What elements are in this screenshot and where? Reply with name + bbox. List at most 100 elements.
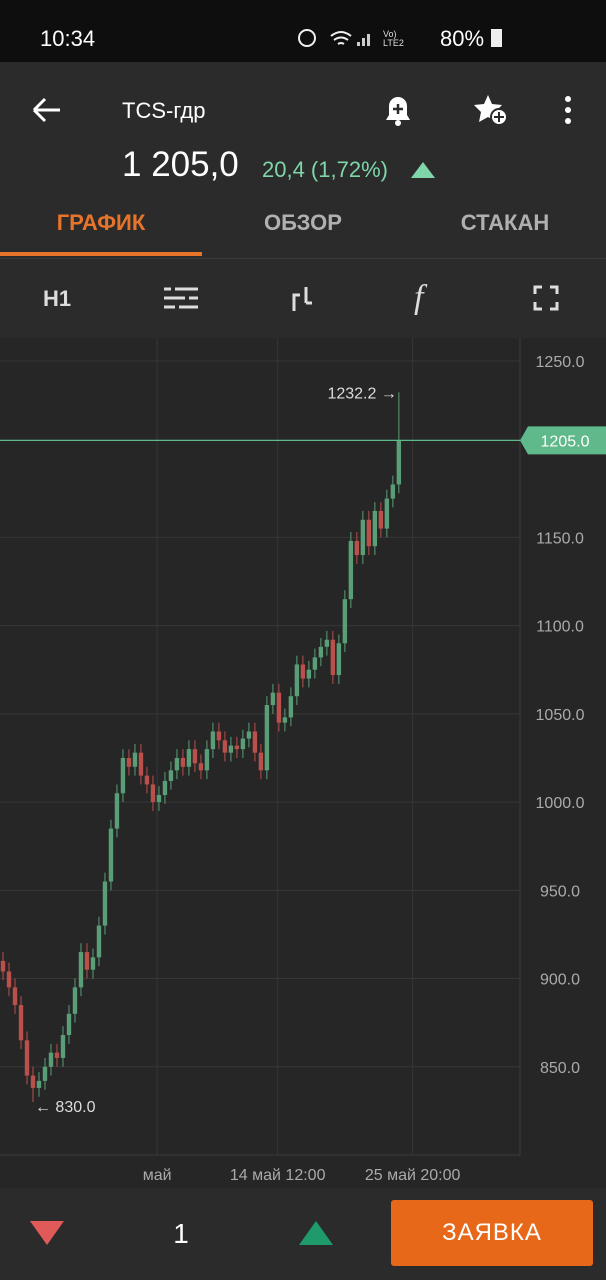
candle-body	[204, 749, 210, 771]
candle-body	[354, 540, 360, 556]
candle-body	[348, 540, 354, 600]
candle-body	[36, 1080, 42, 1088]
candle-body	[54, 1052, 60, 1058]
x-tick-label: май	[143, 1167, 172, 1184]
tab-indicator	[0, 252, 202, 256]
candle-body	[282, 717, 288, 723]
candle-body	[252, 731, 258, 753]
candle-body	[288, 696, 294, 718]
candle-body	[84, 952, 90, 970]
last-price-tag	[520, 426, 606, 455]
candle-body	[240, 738, 246, 750]
toolbar: H1 f	[0, 258, 606, 339]
candle-body	[360, 519, 366, 556]
network: Vo) LTE2	[383, 29, 404, 48]
candle-body	[42, 1066, 48, 1081]
candle-body	[66, 1013, 72, 1036]
candle-body	[108, 828, 114, 882]
candle-body	[318, 646, 324, 658]
menu-button[interactable]	[560, 94, 576, 128]
status-icons	[298, 29, 370, 47]
candle-body	[6, 971, 12, 988]
candle-body	[312, 657, 318, 670]
candle-body	[114, 793, 120, 829]
tab[interactable]: СТАКАН	[460, 210, 550, 235]
candle-body	[198, 763, 204, 771]
candle-body	[24, 1040, 30, 1076]
settings-button[interactable]	[163, 283, 199, 313]
ticker-title: TCS-гдр	[122, 98, 206, 123]
candle-body	[96, 925, 102, 958]
chart-type-button[interactable]	[290, 283, 316, 313]
y-tick-label: 1150.0	[536, 530, 584, 547]
battery-icon	[491, 29, 502, 47]
candle-body	[300, 664, 306, 679]
x-tick-label: 14 май 12:00	[230, 1167, 326, 1184]
tab[interactable]: ГРАФИК	[56, 210, 146, 235]
chart-background	[0, 338, 606, 1190]
candle-body	[390, 484, 396, 499]
candle-body	[156, 795, 162, 803]
alert-button[interactable]	[380, 92, 416, 128]
candle-body	[138, 752, 144, 776]
y-tick-label: 850.0	[540, 1060, 580, 1077]
fullscreen-button[interactable]	[533, 285, 559, 311]
candle-body	[270, 692, 276, 706]
status-bar: 10:34 Vo) LTE2 80%	[0, 0, 606, 62]
candle-body	[294, 664, 300, 697]
candle-body	[246, 731, 252, 739]
y-tick-label: 900.0	[540, 972, 580, 989]
candle-body	[330, 639, 336, 676]
candle-body	[150, 784, 156, 803]
quantity[interactable]: 1	[173, 1218, 189, 1249]
candle-body	[342, 599, 348, 644]
candle-body	[102, 881, 108, 926]
candle-body	[324, 639, 330, 647]
candle-body	[228, 745, 234, 753]
candle-body	[18, 1005, 24, 1041]
candle-body	[186, 749, 192, 767]
chart: 850.0 900.0 950.0 1000.0 1050.0 1100.0 1150.0 1…	[0, 338, 606, 1190]
y-tick-label: 1000.0	[536, 795, 585, 812]
price: 1 205,0	[122, 145, 239, 184]
candle-body	[180, 757, 186, 767]
clock: 10:34	[40, 26, 96, 51]
favorite-button[interactable]	[472, 92, 512, 128]
candle-body	[144, 775, 150, 785]
header: TCS-гдр 1 205,0 20,4 (1,72%) ГРАФИК ОБЗО…	[0, 62, 606, 258]
candle-body	[120, 757, 126, 794]
candle-body	[378, 510, 384, 529]
indicators-button[interactable]: f	[414, 279, 424, 316]
candle-body	[132, 752, 138, 767]
candle-body	[216, 731, 222, 741]
candle-body	[72, 987, 78, 1014]
candle-body	[372, 510, 378, 547]
y-tick-label: 1050.0	[536, 707, 585, 724]
candle-body	[366, 519, 372, 547]
bottom-bar: 1 ЗАЯВКА	[0, 1188, 606, 1280]
battery: 80%	[440, 26, 485, 51]
sell-button[interactable]	[29, 1219, 65, 1247]
up-indicator	[411, 162, 435, 178]
max-annotation: 1232.2 →	[327, 385, 396, 402]
interval-button[interactable]: H1	[43, 286, 72, 311]
y-tick-label: 950.0	[540, 883, 580, 900]
y-tick-label: 1250.0	[536, 354, 585, 371]
candle-body	[126, 757, 132, 767]
buy-button[interactable]	[298, 1219, 334, 1247]
candle-body	[30, 1075, 36, 1088]
price-change: 20,4 (1,72%)	[262, 157, 388, 182]
candle-body	[162, 780, 168, 796]
candle-body	[0, 960, 6, 972]
tab[interactable]: ОБЗОР	[264, 210, 342, 235]
last-price-label: 1205.0	[541, 433, 590, 450]
y-tick-label: 1100.0	[536, 619, 584, 636]
candle-body	[258, 752, 264, 771]
candle-body	[12, 987, 18, 1006]
order-button[interactable]: ЗАЯВКА	[391, 1200, 593, 1266]
back-button[interactable]	[30, 95, 64, 125]
candle-body	[78, 952, 84, 988]
candle-body	[276, 692, 282, 723]
candle-body	[384, 498, 390, 529]
